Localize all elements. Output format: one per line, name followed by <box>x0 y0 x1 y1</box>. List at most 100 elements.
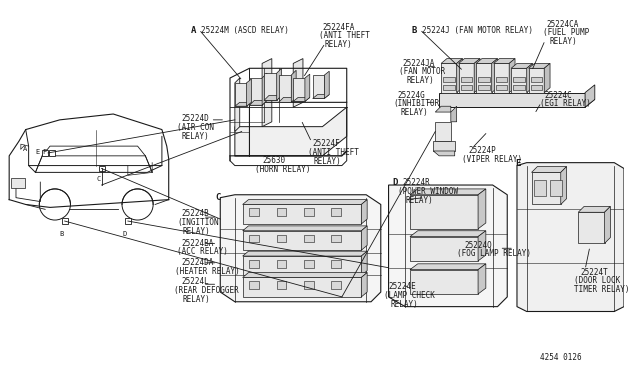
Polygon shape <box>410 237 478 261</box>
Polygon shape <box>293 97 310 101</box>
Polygon shape <box>250 100 267 105</box>
Polygon shape <box>441 58 463 64</box>
Polygon shape <box>276 68 282 100</box>
Polygon shape <box>262 58 272 126</box>
Text: (ANTI THEFT: (ANTI THEFT <box>308 148 358 157</box>
Bar <box>61 218 68 224</box>
Polygon shape <box>243 251 367 256</box>
Text: (INGITION: (INGITION <box>177 218 219 227</box>
Text: (INHIBITOR: (INHIBITOR <box>394 99 440 108</box>
Text: 25224E: 25224E <box>388 282 416 291</box>
Polygon shape <box>561 167 566 205</box>
Polygon shape <box>235 78 240 132</box>
Text: F: F <box>42 149 47 155</box>
Polygon shape <box>324 71 329 99</box>
Text: (HORN RELAY): (HORN RELAY) <box>255 164 311 174</box>
Bar <box>331 260 341 268</box>
Polygon shape <box>362 200 367 224</box>
Text: D: D <box>392 178 398 187</box>
Text: 25224BA: 25224BA <box>181 238 214 247</box>
Text: 25224CA: 25224CA <box>546 20 579 29</box>
Bar <box>276 235 287 243</box>
Polygon shape <box>313 94 329 99</box>
Bar <box>304 235 314 243</box>
Polygon shape <box>250 78 262 105</box>
Polygon shape <box>243 278 362 297</box>
Polygon shape <box>517 163 624 311</box>
Text: RELAY): RELAY) <box>406 76 434 85</box>
Polygon shape <box>459 64 474 93</box>
Polygon shape <box>605 206 611 243</box>
Bar <box>125 218 131 224</box>
Polygon shape <box>278 75 291 102</box>
Text: (POWER WINDOW: (POWER WINDOW <box>398 187 458 196</box>
Text: RELAY): RELAY) <box>314 157 341 166</box>
Polygon shape <box>362 273 367 297</box>
Text: (REAR DEFOGGER: (REAR DEFOGGER <box>173 286 238 295</box>
Text: RELAY): RELAY) <box>390 300 419 309</box>
Text: (FOG LAMP RELAY): (FOG LAMP RELAY) <box>457 249 531 258</box>
Text: (FUEL PUMP: (FUEL PUMP <box>543 28 589 38</box>
Bar <box>513 77 525 82</box>
Text: (VIPER RELAY): (VIPER RELAY) <box>463 155 523 164</box>
Text: RELAY): RELAY) <box>549 37 577 46</box>
Polygon shape <box>435 106 451 112</box>
Text: 25224FA: 25224FA <box>323 23 355 32</box>
Bar <box>304 281 314 289</box>
Polygon shape <box>235 83 246 106</box>
Text: (HEATER RELAY): (HEATER RELAY) <box>175 267 239 276</box>
Bar <box>439 93 585 107</box>
Bar <box>42 150 48 156</box>
Polygon shape <box>410 195 478 229</box>
Polygon shape <box>476 58 497 64</box>
Polygon shape <box>264 96 282 100</box>
Polygon shape <box>529 68 544 93</box>
Bar <box>443 77 454 82</box>
Polygon shape <box>529 64 550 68</box>
Polygon shape <box>243 200 367 205</box>
Bar <box>550 180 562 196</box>
Polygon shape <box>243 273 367 278</box>
Text: RELAY): RELAY) <box>181 132 209 141</box>
Polygon shape <box>439 99 595 107</box>
Polygon shape <box>410 264 486 270</box>
Text: RELAY): RELAY) <box>405 196 433 205</box>
Text: 25630: 25630 <box>262 156 285 165</box>
Bar <box>331 281 341 289</box>
Text: 25224B: 25224B <box>181 209 209 218</box>
Text: D: D <box>123 231 127 237</box>
Bar <box>495 85 508 90</box>
Polygon shape <box>362 251 367 276</box>
Bar <box>99 166 104 171</box>
Polygon shape <box>235 102 252 106</box>
Polygon shape <box>492 58 497 93</box>
Text: 25224DA: 25224DA <box>181 258 214 267</box>
Bar <box>534 180 546 196</box>
Text: RELAY): RELAY) <box>182 295 210 304</box>
Bar <box>331 235 341 243</box>
Bar <box>250 281 259 289</box>
Polygon shape <box>410 189 486 195</box>
Bar <box>304 208 314 216</box>
Polygon shape <box>478 264 486 294</box>
Bar <box>49 150 55 156</box>
Text: A: A <box>191 26 196 35</box>
Polygon shape <box>585 85 595 107</box>
Polygon shape <box>388 185 508 307</box>
Bar <box>478 85 490 90</box>
Text: 25224J (FAN MOTOR RELAY): 25224J (FAN MOTOR RELAY) <box>422 26 532 35</box>
Polygon shape <box>493 64 509 93</box>
Text: (DOOR LOCK: (DOOR LOCK <box>574 276 621 285</box>
Polygon shape <box>362 226 367 250</box>
Polygon shape <box>511 64 532 68</box>
Text: 25224C: 25224C <box>544 91 572 100</box>
Polygon shape <box>532 167 566 172</box>
Polygon shape <box>451 106 457 122</box>
Text: 25224R: 25224R <box>402 178 430 187</box>
Polygon shape <box>544 64 550 93</box>
Text: 25224T: 25224T <box>580 268 608 277</box>
Text: E: E <box>515 159 520 168</box>
Polygon shape <box>433 141 454 151</box>
Text: 25224Q: 25224Q <box>465 240 492 250</box>
Polygon shape <box>579 212 605 243</box>
